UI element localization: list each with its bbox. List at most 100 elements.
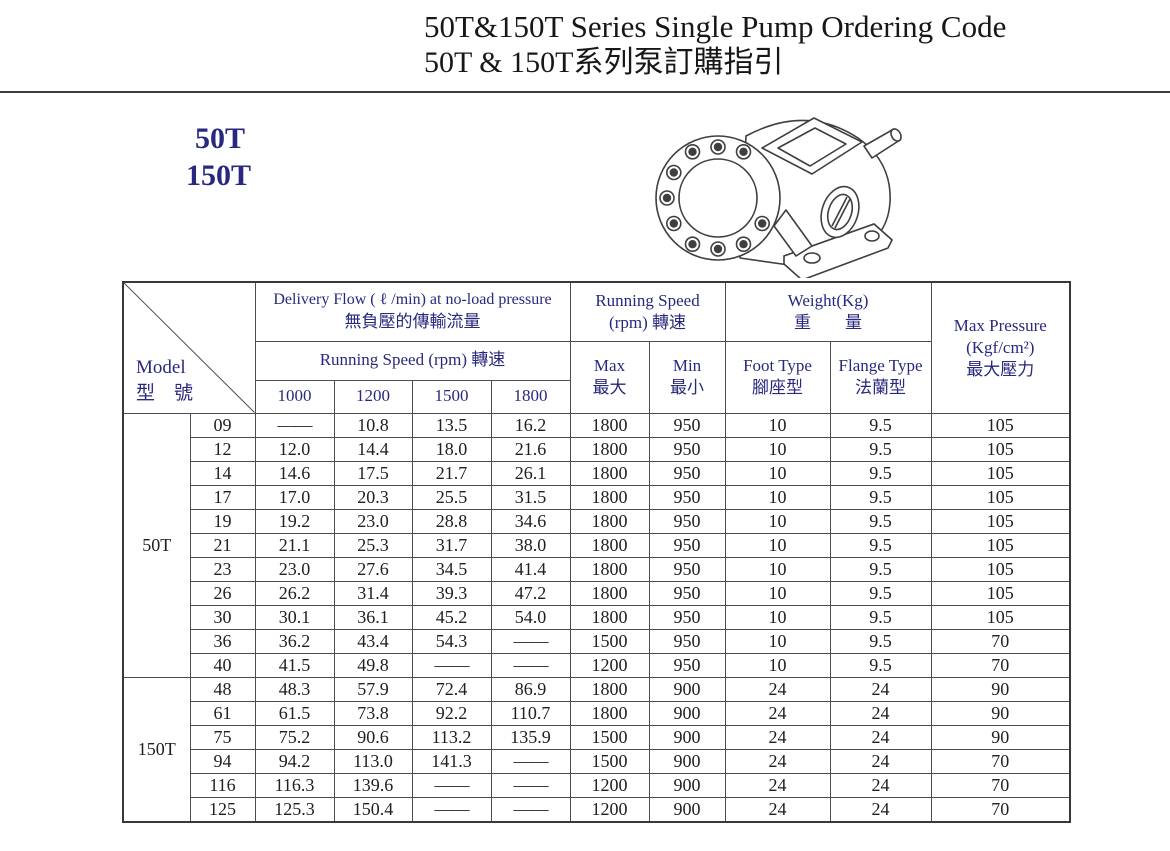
- speed-max: 1800: [569, 460, 650, 486]
- table-row: 23 23.0 27.6 34.5 41.4 1800 950 10 9.5 105: [123, 556, 1071, 582]
- flow-1200: 150.4: [333, 796, 413, 822]
- flow-1200: 57.9: [333, 676, 413, 702]
- flow-1500: 18.0: [411, 436, 492, 462]
- flow-1000: 19.2: [254, 508, 335, 534]
- weight-flange: 24: [829, 772, 932, 798]
- flow-1200: 43.4: [333, 628, 413, 654]
- flow-1200: 73.8: [333, 700, 413, 726]
- max-pressure: 70: [930, 796, 1071, 822]
- model-number: 116: [189, 772, 256, 798]
- running-speed-header: Running Speed (rpm) 轉速: [569, 281, 726, 342]
- weight-foot: 10: [724, 460, 831, 486]
- flow-1000: 41.5: [254, 652, 335, 678]
- weight-foot: 10: [724, 628, 831, 654]
- weight-flange: 9.5: [829, 532, 932, 558]
- flow-1500: 13.5: [411, 412, 492, 438]
- table-row: 150T 48 48.3 57.9 72.4 86.9 1800 900 24 24 90: [122, 676, 1071, 822]
- flow-1800: ——: [490, 628, 571, 654]
- title-block: 50T&150T Series Single Pump Ordering Cod…: [424, 8, 1006, 81]
- model-number: 26: [189, 580, 256, 606]
- table-row: 116 116.3 139.6 —— —— 1200 900 24 24 70: [123, 772, 1071, 798]
- flow-1200: 27.6: [333, 556, 413, 582]
- weight-flange: 9.5: [829, 508, 932, 534]
- page-title: 50T&150T Series Single Pump Ordering Cod…: [424, 9, 1007, 44]
- table-row: 19 19.2 23.0 28.8 34.6 1800 950 10 9.5 105: [123, 508, 1071, 534]
- speed-min: 900: [648, 700, 726, 726]
- weight-flange: 9.5: [829, 460, 932, 486]
- speed-max: 1500: [569, 748, 650, 774]
- model-group-label: 50T: [122, 412, 191, 678]
- max-col-header: Max 最大: [569, 340, 650, 414]
- flow-1000: 30.1: [254, 604, 335, 630]
- weight-foot: 10: [724, 484, 831, 510]
- flow-1000: 12.0: [254, 436, 335, 462]
- speed-min: 900: [648, 796, 726, 822]
- flow-1200: 31.4: [333, 580, 413, 606]
- flange-bolts: [659, 139, 770, 257]
- speed-min: 950: [648, 628, 726, 654]
- speed-min: 950: [648, 652, 726, 678]
- flow-1500: 39.3: [411, 580, 492, 606]
- max-pressure: 105: [930, 556, 1071, 582]
- max-pressure: 70: [930, 652, 1071, 678]
- model-number: 12: [189, 436, 256, 462]
- speed-min: 950: [648, 484, 726, 510]
- flow-1500: ——: [411, 772, 492, 798]
- foot-type-header: Foot Type 腳座型: [724, 340, 831, 414]
- table-row: 14 14.6 17.5 21.7 26.1 1800 950 10 9.5 105: [123, 460, 1071, 486]
- speed-max: 1200: [569, 652, 650, 678]
- max-pressure: 105: [930, 484, 1071, 510]
- model-number: 30: [189, 604, 256, 630]
- flow-1000: 94.2: [254, 748, 335, 774]
- speed-min: 900: [648, 748, 726, 774]
- model-number: 14: [189, 460, 256, 486]
- flow-1200: 14.4: [333, 436, 413, 462]
- speed-min: 950: [648, 436, 726, 462]
- flow-1500: 34.5: [411, 556, 492, 582]
- max-pressure: 90: [930, 700, 1071, 726]
- max-pressure: 105: [930, 412, 1071, 438]
- model-number: 40: [189, 652, 256, 678]
- model-group-label: 150T: [122, 676, 191, 822]
- weight-flange: 9.5: [829, 412, 932, 438]
- flow-1500: 72.4: [411, 676, 492, 702]
- weight-foot: 10: [724, 436, 831, 462]
- flow-1500: 141.3: [411, 748, 492, 774]
- model-number: 75: [189, 724, 256, 750]
- model-number: 36: [189, 628, 256, 654]
- weight-foot: 24: [724, 724, 831, 750]
- flow-1500: 92.2: [411, 700, 492, 726]
- series-label-150t: 150T: [186, 159, 252, 192]
- weight-flange: 9.5: [829, 628, 932, 654]
- speed-col-1500: 1500: [411, 379, 492, 414]
- flow-1000: 125.3: [254, 796, 335, 822]
- speed-max: 1500: [569, 628, 650, 654]
- table-row: 26 26.2 31.4 39.3 47.2 1800 950 10 9.5 105: [123, 580, 1071, 606]
- table-row: 75 75.2 90.6 113.2 135.9 1500 900 24 24 90: [123, 724, 1071, 750]
- delivery-flow-header: Delivery Flow ( ℓ /min) at no-load press…: [254, 281, 571, 342]
- speed-max: 1800: [569, 532, 650, 558]
- flow-1200: 113.0: [333, 748, 413, 774]
- table-row: 21 21.1 25.3 31.7 38.0 1800 950 10 9.5 105: [123, 532, 1071, 558]
- flow-1800: ——: [490, 652, 571, 678]
- flow-1000: 61.5: [254, 700, 335, 726]
- flow-1200: 90.6: [333, 724, 413, 750]
- flow-1500: 28.8: [411, 508, 492, 534]
- weight-flange: 9.5: [829, 652, 932, 678]
- weight-header: Weight(Kg) 重 量: [724, 281, 932, 342]
- table-row: 61 61.5 73.8 92.2 110.7 1800 900 24 24 90: [123, 700, 1071, 726]
- speed-max: 1800: [569, 700, 650, 726]
- weight-foot: 10: [724, 532, 831, 558]
- flow-1800: 41.4: [490, 556, 571, 582]
- table-row: 50T 09 —— 10.8 13.5 16.2 1800 950 10 9.5 105: [122, 412, 1071, 678]
- max-pressure: 105: [930, 436, 1071, 462]
- page-subtitle: 50T & 150T系列泵訂購指引: [424, 46, 784, 79]
- model-number: 94: [189, 748, 256, 774]
- weight-foot: 10: [724, 412, 831, 438]
- max-pressure: 90: [930, 724, 1071, 750]
- flow-1200: 10.8: [333, 412, 413, 438]
- model-number: 17: [189, 484, 256, 510]
- flow-1000: 14.6: [254, 460, 335, 486]
- flow-1000: 48.3: [254, 676, 335, 702]
